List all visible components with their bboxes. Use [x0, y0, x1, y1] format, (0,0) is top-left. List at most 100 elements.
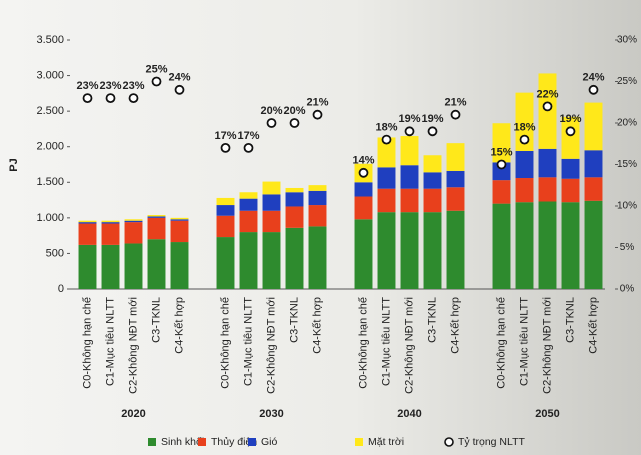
bar-segment	[354, 196, 373, 220]
y2-tick-label: 15%	[617, 159, 637, 170]
y-tick-label: 0	[58, 283, 64, 295]
y2-tick-label: 30%	[617, 35, 637, 46]
share-label: 21%	[444, 97, 466, 109]
x-tick-label: C1-Mục tiêu NLTT	[242, 297, 254, 386]
share-marker	[358, 167, 369, 178]
share-marker	[542, 101, 553, 112]
bar-segment	[584, 177, 603, 201]
x-tick-label: C2-Không NĐT mới	[127, 297, 139, 394]
bar-segment	[584, 102, 603, 151]
share-marker	[266, 118, 277, 128]
bar-segment	[423, 155, 442, 173]
bar-segment	[147, 217, 166, 240]
bar-segment	[538, 148, 557, 178]
share-label: 23%	[76, 80, 98, 92]
legend-label: Mặt trời	[368, 436, 404, 448]
bar-segment	[147, 239, 166, 289]
y-tick-label: 2.000	[36, 141, 64, 153]
x-tick-label: C4-Kết hợp	[311, 297, 323, 354]
bar-segment	[170, 242, 189, 289]
bar-segment	[423, 172, 442, 189]
bar-segment	[515, 178, 534, 203]
share-label: 14%	[352, 155, 374, 167]
bar-segment	[78, 244, 97, 289]
x-tick-label: C4-Kết hợp	[449, 297, 461, 354]
group-label: 2030	[259, 408, 283, 420]
bar-segment	[101, 220, 120, 223]
bar-segment	[262, 210, 281, 233]
bar-segment	[308, 205, 327, 227]
share-marker	[82, 93, 93, 103]
share-label: 15%	[490, 146, 512, 158]
bar-segment	[124, 220, 143, 223]
share-label: 19%	[398, 113, 420, 125]
bar-segment	[515, 92, 534, 151]
bar-segment	[262, 194, 281, 211]
bar-segment	[538, 201, 557, 289]
x-tick-label: C1-Mục tiêu NLTT	[380, 297, 392, 386]
bar-segment	[446, 143, 465, 171]
share-marker	[289, 118, 300, 128]
bar-segment	[124, 222, 143, 244]
share-label: 24%	[582, 72, 604, 84]
share-label: 18%	[375, 122, 397, 134]
bar-segment	[400, 165, 419, 189]
share-label: 24%	[168, 72, 190, 84]
x-tick-label: C1-Mục tiêu NLTT	[104, 297, 116, 386]
bar-segment	[101, 222, 120, 224]
bar-segment	[561, 202, 580, 289]
share-marker	[381, 134, 392, 145]
bar-segment	[285, 227, 304, 289]
share-label: 18%	[513, 122, 535, 134]
bar-segment	[446, 187, 465, 211]
share-label: 17%	[214, 130, 236, 142]
share-marker	[519, 134, 530, 145]
x-tick-label: C2-Không NĐT mới	[541, 297, 553, 394]
x-tick-label: C0-Không hạn chế	[357, 297, 369, 389]
legend-label: Sinh khối	[161, 436, 204, 448]
x-tick-label: C0-Không hạn chế	[81, 297, 93, 389]
share-label: 19%	[421, 113, 443, 125]
share-marker	[151, 76, 162, 87]
bar-segment	[584, 150, 603, 178]
bar-segment	[584, 200, 603, 289]
share-label: 23%	[122, 80, 144, 92]
bar-segment	[423, 212, 442, 289]
x-tick-label: C3-TKNL	[426, 297, 438, 343]
share-label: 19%	[559, 113, 581, 125]
legend-label: Gió	[261, 436, 278, 448]
legend-swatch	[148, 438, 156, 446]
y-tick-label: 1.500	[36, 176, 64, 188]
y-tick-label: 3.000	[36, 69, 64, 81]
bar-segment	[515, 150, 534, 179]
legend-swatch	[248, 438, 256, 446]
x-tick-label: C0-Không hạn chế	[495, 297, 507, 389]
legend-label: Tỷ trọng NLTT	[458, 436, 525, 448]
bar-segment	[446, 210, 465, 289]
bar-segment	[492, 203, 511, 289]
share-marker	[565, 126, 576, 137]
bar-segment	[446, 170, 465, 188]
share-marker	[427, 126, 438, 137]
bar-segment	[285, 206, 304, 228]
x-tick-label: C2-Không NĐT mới	[403, 297, 415, 394]
bar-segment	[308, 190, 327, 206]
share-label: 22%	[536, 88, 558, 100]
bar-segment	[538, 177, 557, 202]
bar-segment	[239, 232, 258, 289]
y-tick-label: 3.500	[36, 34, 64, 46]
share-label: 20%	[260, 105, 282, 117]
share-label: 21%	[306, 97, 328, 109]
x-tick-label: C1-Mục tiêu NLTT	[518, 297, 530, 386]
share-marker	[450, 109, 461, 120]
share-marker	[243, 142, 254, 153]
share-marker	[174, 84, 185, 95]
bar-segment	[561, 178, 580, 203]
x-tick-label: C3-TKNL	[150, 297, 162, 343]
share-marker	[588, 84, 599, 95]
y-tick-label: 1.000	[36, 212, 64, 224]
y2-tick-label: 0%	[620, 284, 635, 295]
bar-segment	[124, 219, 143, 221]
x-tick-label: C4-Kết hợp	[587, 297, 599, 354]
